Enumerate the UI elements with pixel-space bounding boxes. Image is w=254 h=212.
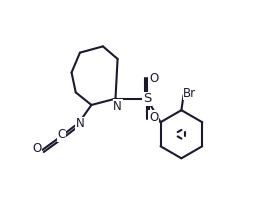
Text: O: O	[33, 142, 42, 155]
Text: O: O	[149, 111, 158, 124]
Text: N: N	[75, 117, 84, 130]
Text: C: C	[57, 128, 66, 141]
Text: S: S	[143, 92, 151, 105]
Text: N: N	[113, 99, 122, 113]
Text: O: O	[149, 72, 158, 85]
Text: Br: Br	[183, 86, 196, 99]
